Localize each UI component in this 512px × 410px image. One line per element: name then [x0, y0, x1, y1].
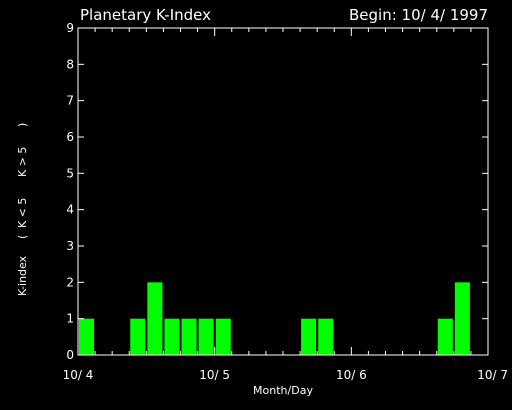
- y-axis-label-low: K < 5: [16, 198, 29, 228]
- y-tick-label-7: 7: [66, 94, 74, 108]
- chart-title: Planetary K-Index: [80, 6, 211, 24]
- y-tick-label-5: 5: [66, 166, 74, 180]
- x-ticks: 10/ 4 10/ 5 10/ 6 10/ 7: [63, 28, 508, 382]
- bar-3: [130, 318, 146, 355]
- bar-0: [79, 318, 95, 355]
- bar-5: [164, 318, 180, 355]
- bar-21: [437, 318, 453, 355]
- y-tick-label-6: 6: [66, 130, 74, 144]
- x-tick-label-0: 10/ 4: [63, 368, 94, 382]
- bar-8: [215, 318, 231, 355]
- chart-begin-date: Begin: 10/ 4/ 1997: [349, 6, 488, 24]
- y-ticks: 0 1 2 3 4 5 6 7 8 9: [66, 21, 488, 362]
- bar-4: [147, 282, 163, 355]
- y-axis-label-main: K-index: [16, 255, 29, 296]
- y-tick-label-8: 8: [66, 57, 74, 71]
- y-tick-label-0: 0: [66, 348, 74, 362]
- bars-group: [79, 282, 470, 355]
- y-tick-label-9: 9: [66, 21, 74, 35]
- x-tick-label-2: 10/ 6: [336, 368, 367, 382]
- y-axis-label-paren-open: (: [16, 235, 29, 239]
- plot-frame: [77, 27, 489, 356]
- x-axis-label: Month/Day: [253, 384, 313, 397]
- bar-22: [454, 282, 470, 355]
- x-tick-label-1: 10/ 5: [199, 368, 230, 382]
- y-axis-label: K-index ( K < 5 K > 5 ): [16, 123, 29, 296]
- bar-14: [318, 318, 334, 355]
- bar-13: [301, 318, 317, 355]
- x-tick-label-3: 10/ 7: [477, 368, 508, 382]
- bar-6: [181, 318, 197, 355]
- y-tick-label-3: 3: [66, 239, 74, 253]
- bar-7: [198, 318, 214, 355]
- y-tick-label-4: 4: [66, 203, 74, 217]
- y-tick-label-2: 2: [66, 275, 74, 289]
- y-axis-label-high: K > 5: [16, 147, 29, 177]
- y-axis-label-paren-close: ): [16, 123, 29, 127]
- y-tick-label-1: 1: [66, 312, 74, 326]
